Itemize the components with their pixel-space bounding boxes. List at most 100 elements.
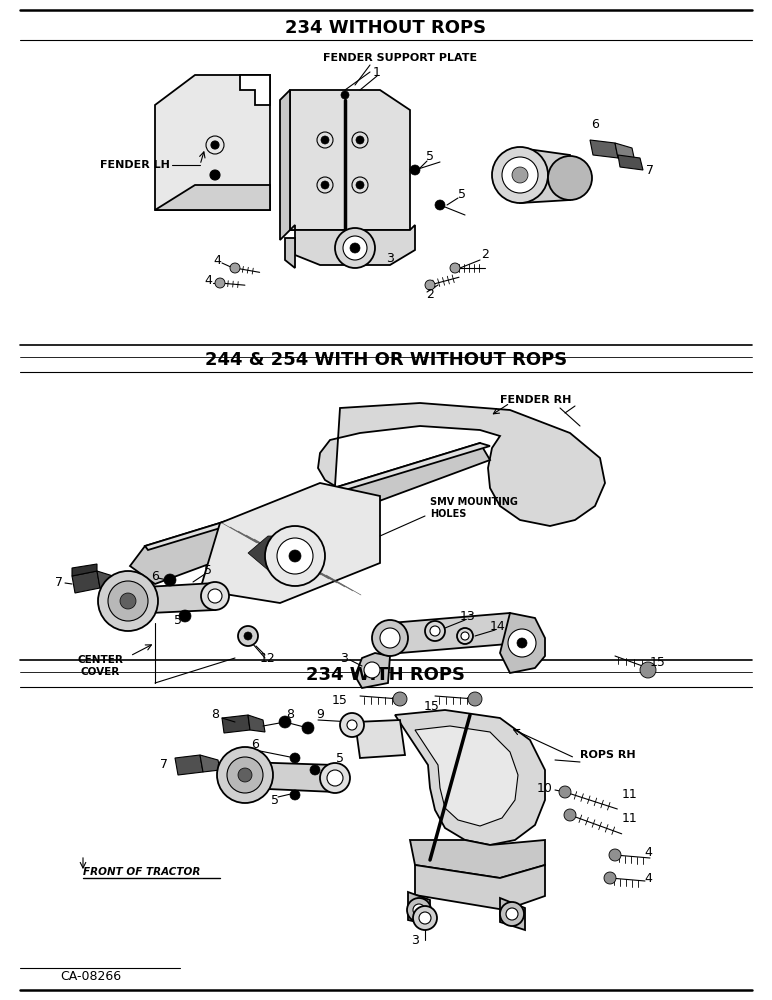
Circle shape (201, 582, 229, 610)
Text: 7: 7 (646, 163, 654, 176)
Circle shape (347, 720, 357, 730)
Circle shape (227, 757, 263, 793)
Circle shape (508, 629, 536, 657)
Circle shape (335, 228, 375, 268)
Circle shape (413, 906, 437, 930)
Circle shape (517, 638, 527, 648)
Circle shape (419, 912, 431, 924)
Circle shape (352, 177, 368, 193)
Circle shape (317, 177, 333, 193)
Polygon shape (248, 715, 265, 732)
Text: 4: 4 (204, 273, 212, 286)
Circle shape (350, 243, 360, 253)
Polygon shape (155, 185, 270, 210)
Circle shape (564, 809, 576, 821)
Text: 10: 10 (537, 782, 553, 794)
Circle shape (435, 200, 445, 210)
Circle shape (343, 236, 367, 260)
Circle shape (289, 550, 301, 562)
Text: FRONT OF TRACTOR: FRONT OF TRACTOR (83, 867, 201, 877)
Polygon shape (200, 483, 380, 603)
Circle shape (609, 849, 621, 861)
Text: 3: 3 (340, 652, 348, 664)
Polygon shape (72, 571, 100, 593)
Circle shape (364, 662, 380, 678)
Text: 14: 14 (490, 619, 506, 633)
Polygon shape (145, 443, 490, 550)
Circle shape (393, 692, 407, 706)
Circle shape (217, 747, 273, 803)
Polygon shape (290, 225, 415, 265)
Circle shape (164, 574, 176, 586)
Text: FENDER LH: FENDER LH (100, 160, 170, 170)
Circle shape (230, 263, 240, 273)
Polygon shape (415, 865, 545, 910)
Text: 5: 5 (271, 794, 279, 806)
Circle shape (410, 165, 420, 175)
Text: CENTER
COVER: CENTER COVER (77, 655, 123, 677)
Circle shape (340, 713, 364, 737)
Circle shape (341, 91, 349, 99)
Circle shape (206, 136, 224, 154)
Circle shape (604, 872, 616, 884)
Text: 15: 15 (332, 694, 348, 706)
Polygon shape (280, 90, 290, 240)
Circle shape (302, 722, 314, 734)
Polygon shape (615, 143, 635, 162)
Circle shape (108, 581, 148, 621)
Text: 9: 9 (316, 708, 324, 722)
Text: 6: 6 (151, 570, 159, 582)
Polygon shape (415, 726, 518, 826)
Circle shape (372, 620, 408, 656)
Circle shape (279, 716, 291, 728)
Polygon shape (245, 762, 335, 792)
Circle shape (120, 593, 136, 609)
Polygon shape (618, 155, 643, 170)
Circle shape (380, 628, 400, 648)
Circle shape (327, 770, 343, 786)
Circle shape (352, 132, 368, 148)
Text: 6: 6 (591, 118, 599, 131)
Circle shape (179, 610, 191, 622)
Text: 7: 7 (55, 576, 63, 589)
Polygon shape (395, 710, 545, 845)
Text: 3: 3 (386, 251, 394, 264)
Circle shape (98, 571, 158, 631)
Text: 7: 7 (160, 758, 168, 772)
Text: 1: 1 (373, 66, 381, 79)
Circle shape (450, 263, 460, 273)
Text: 5: 5 (336, 752, 344, 764)
Polygon shape (248, 536, 305, 570)
Text: 4: 4 (644, 871, 652, 884)
Circle shape (320, 763, 350, 793)
Polygon shape (290, 90, 410, 230)
Polygon shape (72, 564, 97, 576)
Polygon shape (285, 238, 295, 268)
Text: 5: 5 (204, 564, 212, 578)
Text: 8: 8 (286, 708, 294, 722)
Text: 12: 12 (260, 652, 276, 664)
Text: SMV MOUNTING
HOLES: SMV MOUNTING HOLES (430, 497, 518, 519)
Circle shape (461, 632, 469, 640)
Circle shape (425, 621, 445, 641)
Circle shape (492, 147, 548, 203)
Circle shape (502, 157, 538, 193)
Circle shape (356, 136, 364, 144)
Text: 11: 11 (622, 788, 638, 802)
Polygon shape (155, 75, 270, 210)
Polygon shape (240, 75, 270, 105)
Circle shape (321, 136, 329, 144)
Polygon shape (130, 443, 490, 584)
Circle shape (413, 904, 425, 916)
Circle shape (244, 632, 252, 640)
Circle shape (457, 628, 473, 644)
Text: FENDER SUPPORT PLATE: FENDER SUPPORT PLATE (323, 53, 477, 63)
Circle shape (430, 626, 440, 636)
Text: 5: 5 (458, 188, 466, 202)
Polygon shape (318, 403, 605, 526)
Text: 11: 11 (622, 812, 638, 824)
Circle shape (310, 765, 320, 775)
Polygon shape (200, 755, 220, 772)
Polygon shape (175, 755, 203, 775)
Text: 6: 6 (251, 738, 259, 752)
